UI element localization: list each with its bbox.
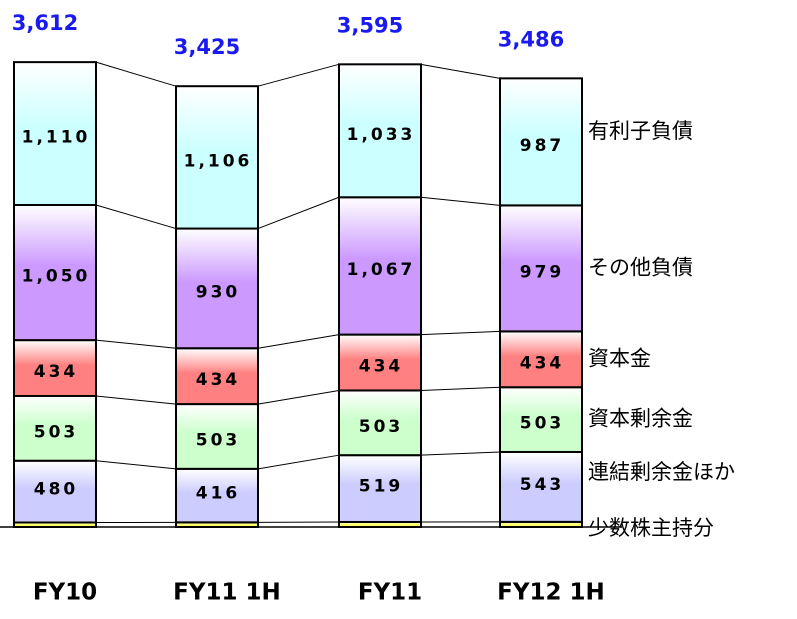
bar-segment: [499, 77, 583, 207]
data-label: 1,050: [22, 267, 91, 287]
bar-segment: [338, 454, 422, 523]
legend-label: 資本金: [588, 346, 651, 370]
data-label: 1,110: [22, 128, 91, 148]
connector: [257, 334, 340, 349]
bar-segment: [13, 394, 97, 462]
data-label: 434: [520, 353, 565, 373]
legend-label: 連結剰余金ほか: [588, 460, 735, 484]
connector: [257, 389, 340, 405]
data-label: 987: [520, 136, 565, 156]
bar-segment: [338, 333, 422, 392]
connector: [95, 460, 177, 470]
data-label: 543: [520, 475, 565, 495]
legend-label: その他負債: [588, 255, 693, 279]
data-label: 1,033: [347, 125, 416, 145]
data-label: 503: [196, 430, 241, 450]
data-label: 503: [359, 417, 404, 437]
total-label: 3,595: [337, 13, 403, 37]
data-label: 979: [520, 262, 565, 282]
total-label: 3,486: [498, 27, 564, 51]
connector: [420, 63, 501, 79]
x-tick-label: FY12 1H: [497, 580, 605, 606]
x-tick-label: FY11 1H: [173, 580, 281, 606]
x-tick-label: FY11: [358, 580, 422, 606]
legend-label: 少数株主持分: [588, 516, 714, 540]
connector: [257, 63, 340, 87]
data-label: 519: [359, 477, 404, 497]
connector: [420, 386, 501, 391]
connector: [95, 339, 177, 349]
data-label: 416: [196, 484, 241, 504]
connector: [257, 454, 340, 470]
data-label: 930: [196, 282, 241, 302]
total-label: 3,425: [174, 35, 240, 59]
connector: [420, 196, 501, 206]
bar-segment: [338, 196, 422, 336]
bar-segment: [499, 386, 583, 453]
connector: [95, 395, 177, 405]
bar-segment: [175, 227, 259, 350]
data-label: 1,106: [184, 151, 253, 171]
connector: [95, 61, 177, 87]
bar-segment: [13, 203, 97, 342]
bar-segment: [13, 61, 97, 206]
data-label: 434: [196, 370, 241, 390]
total-label: 3,612: [12, 11, 78, 35]
connector: [420, 330, 501, 336]
data-label: 480: [34, 480, 79, 500]
data-label: 503: [34, 422, 79, 442]
data-label: 434: [359, 357, 404, 377]
data-label: 1,067: [347, 260, 416, 280]
bar-segment: [338, 389, 422, 457]
bar-segment: [13, 459, 97, 524]
bar-segment: [13, 339, 97, 397]
connector: [95, 204, 177, 230]
bar-segment: [499, 204, 583, 333]
legend-label: 有利子負債: [588, 119, 693, 143]
data-label: 434: [34, 362, 79, 382]
data-label: 503: [520, 414, 565, 434]
x-tick-label: FY10: [33, 580, 97, 606]
bar-segment: [338, 63, 422, 199]
legend-label: 資本剰余金: [588, 407, 693, 431]
connector: [257, 196, 340, 230]
bar-segment: [175, 85, 259, 230]
connector: [420, 451, 501, 456]
